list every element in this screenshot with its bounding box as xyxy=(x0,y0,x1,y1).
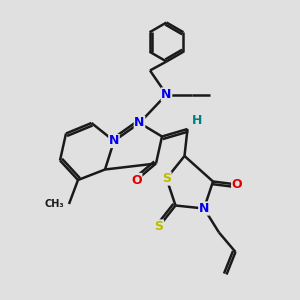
Text: N: N xyxy=(199,202,209,215)
Text: N: N xyxy=(109,134,119,148)
Text: S: S xyxy=(162,172,171,185)
Text: S: S xyxy=(154,220,164,233)
Text: O: O xyxy=(232,178,242,191)
Text: H: H xyxy=(192,114,202,127)
Text: CH₃: CH₃ xyxy=(45,199,64,209)
Text: N: N xyxy=(134,116,145,130)
Text: O: O xyxy=(131,173,142,187)
Text: N: N xyxy=(161,88,172,101)
